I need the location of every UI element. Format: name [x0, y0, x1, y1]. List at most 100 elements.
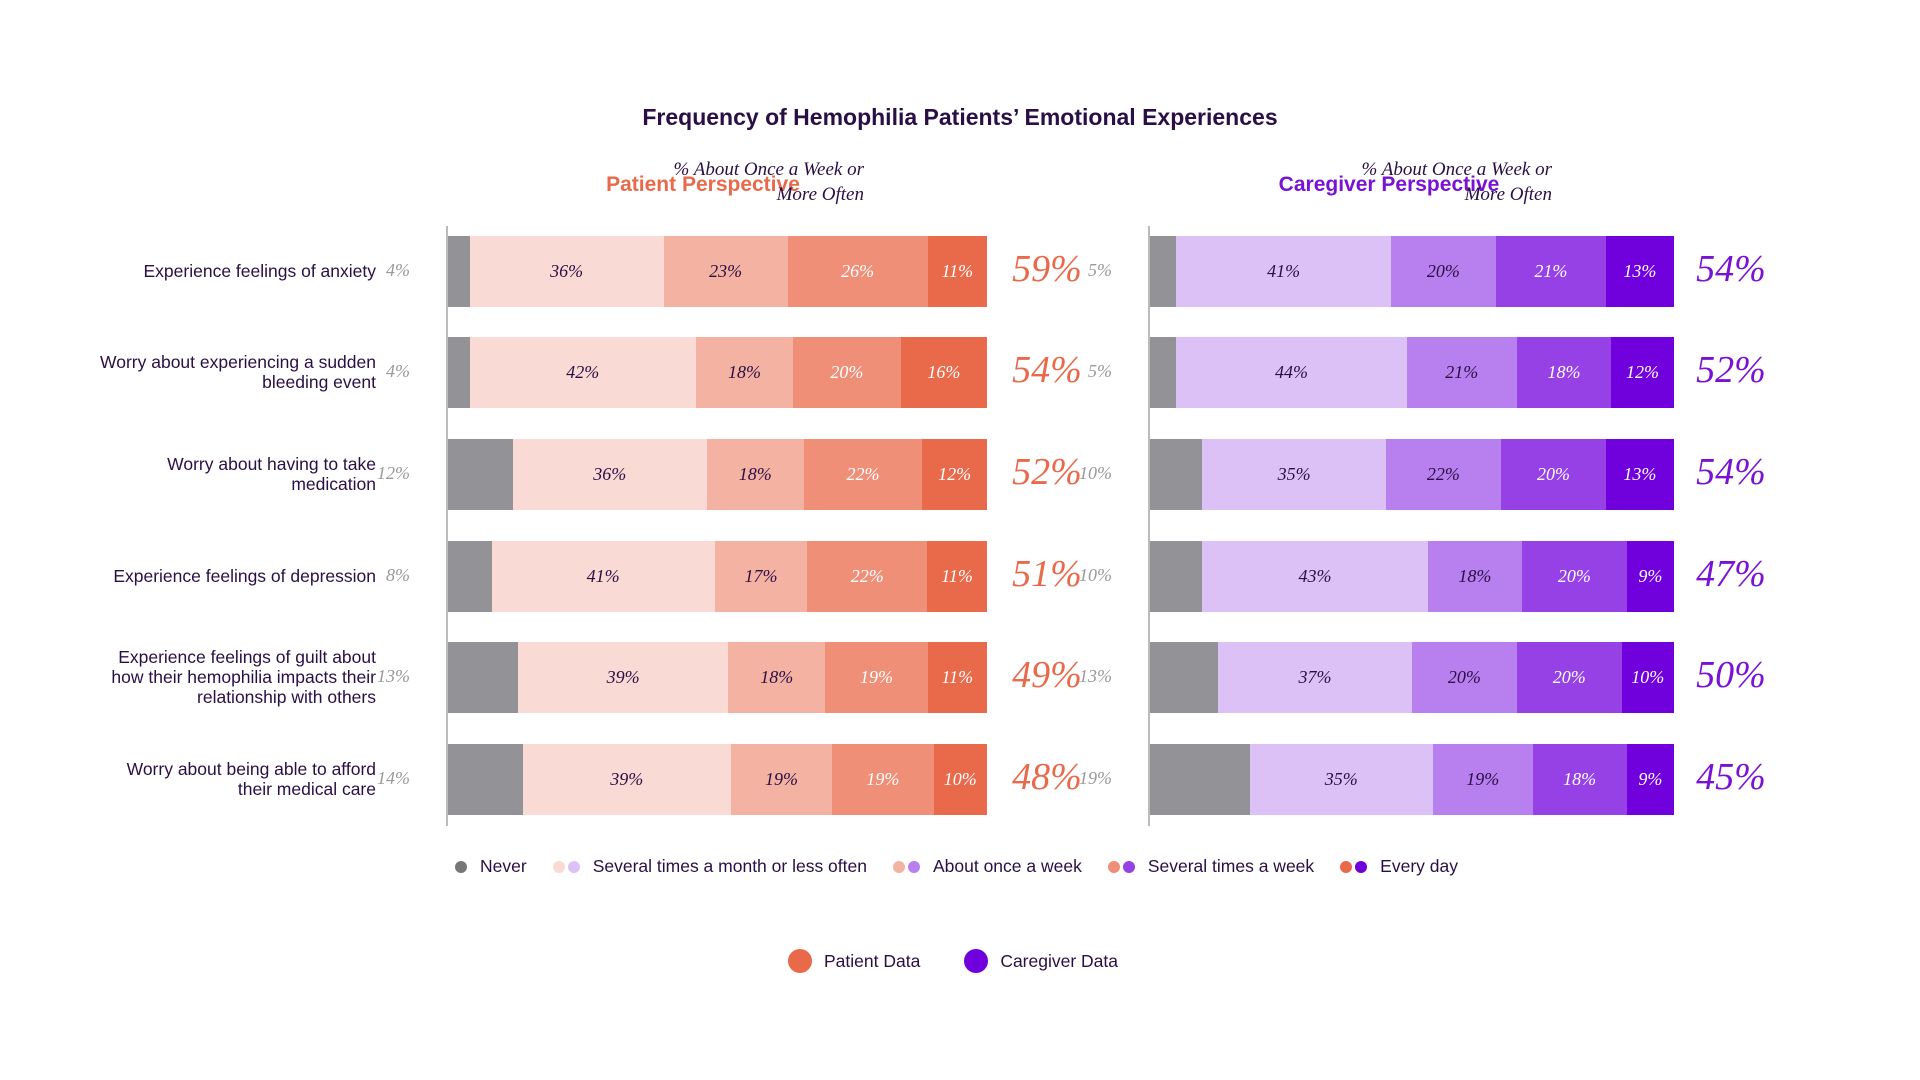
bar-segment: 22%	[1385, 438, 1502, 510]
legend-item: Several times a month or less often	[552, 856, 867, 877]
row-label: Experience feelings of anxiety	[143, 261, 377, 281]
summary-value: 54%	[1696, 451, 1766, 493]
never-label: 4%	[386, 260, 410, 280]
legend-item: Several times a week	[1107, 856, 1315, 877]
bar-segment: 35%	[1202, 438, 1386, 510]
bar-segment	[448, 641, 519, 713]
bar-segment: 19%	[832, 743, 934, 815]
bar-segment: 13%	[1605, 438, 1674, 510]
bar-segment: 37%	[1218, 641, 1412, 713]
bar-segment: 18%	[728, 641, 826, 713]
legend-item: Every day	[1340, 856, 1458, 877]
chart-title: Frequency of Hemophilia Patients’ Emotio…	[642, 104, 1278, 130]
legend-label: Caregiver Data	[1000, 950, 1119, 971]
bar-segment	[448, 743, 523, 815]
never-label: 5%	[1088, 361, 1112, 381]
row-label: Worry about having to take medication	[167, 454, 376, 494]
summary-value: 54%	[1696, 248, 1766, 290]
bar-segment: 12%	[922, 438, 987, 510]
never-label: 12%	[377, 463, 410, 483]
bar-segment: 18%	[1516, 336, 1612, 408]
legend-swatch	[552, 860, 565, 873]
bar-segment: 10%	[933, 743, 987, 815]
bar-segment	[1150, 540, 1203, 612]
summary-header: % About Once a Week or More Often	[673, 159, 864, 205]
never-label: 8%	[386, 565, 410, 585]
summary-value: 59%	[1012, 248, 1082, 290]
bar-segment: 42%	[469, 336, 696, 408]
bar-segment: 41%	[491, 540, 715, 612]
legend-swatch	[1122, 860, 1135, 873]
bar-segment: 18%	[1427, 540, 1523, 612]
legend-swatch	[567, 860, 580, 873]
bar-segment	[1150, 438, 1203, 510]
legend-label: About once a week	[932, 856, 1082, 876]
bar-segment: 20%	[1501, 438, 1606, 510]
legend-swatch	[455, 860, 467, 873]
bar-segment: 21%	[1406, 336, 1517, 408]
row-label: Worry about being able to afford their m…	[126, 759, 376, 799]
summary-value: 50%	[1696, 654, 1766, 696]
never-label: 13%	[377, 666, 410, 686]
bar-segment: 41%	[1176, 235, 1392, 307]
bar-segment: 20%	[1522, 540, 1627, 612]
bar-segment: 22%	[807, 540, 928, 612]
data-legend-item: Caregiver Data	[964, 949, 1118, 973]
legend-label: Several times a month or less often	[592, 856, 867, 876]
bar-segment: 43%	[1202, 540, 1428, 612]
bar-segment: 20%	[792, 336, 901, 408]
bar-segment: 17%	[714, 540, 808, 612]
data-legend: Patient Data Caregiver Data	[788, 949, 1118, 973]
axis-line	[1148, 226, 1150, 826]
legend-swatch	[907, 860, 920, 873]
row-label: Worry about experiencing a sudden bleedi…	[100, 352, 376, 392]
axis-line	[446, 226, 448, 826]
row-label: Experience feelings of depression	[113, 566, 376, 586]
bar-segment	[448, 438, 513, 510]
bar-segment: 11%	[927, 641, 987, 713]
bar-segment: 22%	[803, 438, 923, 510]
bar-segment: 20%	[1412, 641, 1517, 713]
bar-segment: 36%	[512, 438, 707, 510]
frequency-legend: Never Several times a month or less often…	[455, 856, 1458, 877]
bar-segment: 9%	[1626, 743, 1674, 815]
bar-segment	[1150, 641, 1219, 713]
row-label: Experience feelings of guilt about how t…	[111, 647, 376, 707]
panel-title: Caregiver Perspective	[1278, 173, 1500, 196]
legend-swatch	[892, 860, 905, 873]
never-label: 19%	[1079, 768, 1112, 788]
bar-segment	[448, 540, 492, 612]
never-label: 13%	[1079, 666, 1112, 686]
legend-swatch	[964, 949, 989, 973]
bar-segment: 26%	[787, 235, 928, 307]
summary-value: 47%	[1696, 553, 1766, 595]
never-label: 5%	[1088, 260, 1112, 280]
bar-segment	[448, 336, 470, 408]
bar-segment: 19%	[1432, 743, 1533, 815]
legend-label: Never	[480, 856, 527, 876]
legend-label: Patient Data	[824, 950, 921, 971]
legend-label: Every day	[1380, 856, 1458, 876]
bar-segment: 11%	[927, 540, 987, 612]
summary-value: 45%	[1696, 756, 1766, 798]
bar-segment: 39%	[522, 743, 731, 815]
bar-segment: 19%	[825, 641, 928, 713]
legend-label: Several times a week	[1147, 856, 1315, 876]
legend-swatch	[1355, 860, 1368, 873]
bar-segment: 18%	[695, 336, 793, 408]
bar-segment: 23%	[663, 235, 788, 307]
summary-header: % About Once a Week or More Often	[1361, 159, 1552, 205]
bar-segment	[448, 235, 470, 307]
bar-segment: 16%	[900, 336, 987, 408]
bar-segment: 20%	[1391, 235, 1496, 307]
bar-segment	[1150, 235, 1177, 307]
bar-segment: 39%	[518, 641, 729, 713]
summary-value: 51%	[1012, 553, 1082, 595]
bar-segment: 10%	[1621, 641, 1674, 713]
legend-item: Never	[455, 856, 527, 877]
bar-segment: 21%	[1495, 235, 1606, 307]
summary-value: 52%	[1696, 349, 1766, 391]
bar-segment	[1150, 743, 1250, 815]
legend-swatch	[788, 949, 812, 973]
never-label: 14%	[377, 768, 410, 788]
